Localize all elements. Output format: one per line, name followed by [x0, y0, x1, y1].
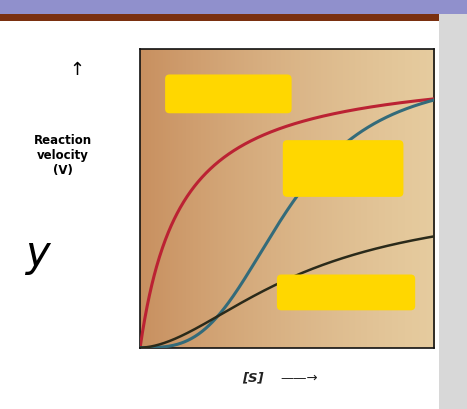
- Text: ——→: ——→: [280, 372, 318, 385]
- Text: ↑: ↑: [70, 61, 85, 79]
- Text: [S]: [S]: [242, 372, 264, 385]
- FancyBboxPatch shape: [283, 140, 403, 197]
- FancyBboxPatch shape: [277, 274, 415, 310]
- Text: Reaction
velocity
(V): Reaction velocity (V): [34, 134, 92, 177]
- FancyBboxPatch shape: [165, 74, 291, 113]
- Text: y: y: [25, 233, 50, 274]
